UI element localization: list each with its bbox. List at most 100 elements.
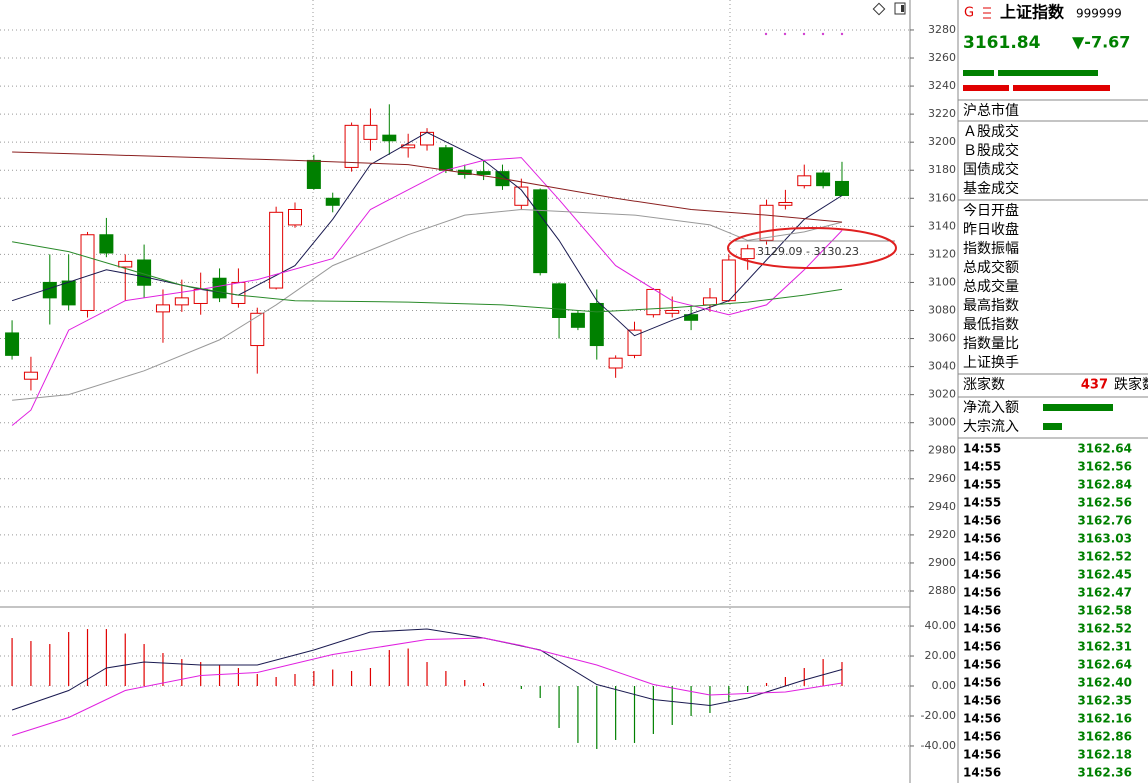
- tick-time: 14:56: [963, 748, 1001, 762]
- candle-body: [155, 304, 170, 313]
- advancers-label: 涨家数: [963, 376, 1005, 393]
- candle-body: [665, 309, 680, 314]
- tick-time: 14:56: [963, 712, 1001, 726]
- tick-time: 14:55: [963, 478, 1001, 492]
- candle-body: [344, 124, 359, 168]
- candle-body: [816, 172, 831, 187]
- turnover-label: 国债成交: [963, 161, 1019, 178]
- tick-time: 14:55: [963, 442, 1001, 456]
- y-tick-label: 2940: [928, 500, 956, 513]
- y-tick-label: 3120: [928, 247, 956, 260]
- index-stat-label: 指数量比: [963, 336, 1019, 352]
- tick-time: 14:56: [963, 604, 1001, 618]
- y-tick-label: 3100: [928, 275, 956, 288]
- index-stat-label: 总成交额: [963, 259, 1019, 276]
- candle-body: [287, 209, 302, 226]
- panel-icon-fill: [901, 5, 904, 12]
- tick-time: 14:56: [963, 730, 1001, 744]
- candle-body: [306, 159, 321, 189]
- y-tick-label: 3220: [928, 107, 956, 120]
- tick-time: 14:56: [963, 586, 1001, 600]
- side-panel: G 上证指数 999999 3161.84 ▼-7.67 沪总市值 涨家数 43…: [958, 3, 1148, 780]
- diamond-icon[interactable]: [872, 2, 886, 16]
- plots: 3280 3260 3240 3220 3200 3180 3160 3140 3120 3100…: [0, 23, 956, 752]
- candle-body: [193, 288, 208, 304]
- tick-price: 3162.56: [1077, 496, 1132, 510]
- candle-body: [363, 124, 378, 140]
- advancers: 437: [1081, 378, 1108, 393]
- tick-time: 14:56: [963, 676, 1001, 690]
- candle-body: [174, 297, 189, 306]
- y-tick-label: 3040: [928, 360, 956, 373]
- tick-price: 3162.47: [1077, 586, 1132, 600]
- average-line: [12, 241, 843, 313]
- tick-price: 3162.76: [1077, 514, 1132, 528]
- signal-dots: [764, 32, 844, 36]
- price: 3161.84: [963, 33, 1041, 53]
- tick-time: 14:56: [963, 694, 1001, 708]
- menu-icon[interactable]: [983, 7, 991, 19]
- turnover-label: 基金成交: [963, 180, 1019, 197]
- tick-price: 3162.52: [1077, 622, 1132, 636]
- average-line: [11, 637, 843, 736]
- dot: [840, 32, 844, 36]
- y-tick-label: 3280: [928, 23, 956, 36]
- highlight-ellipse: [727, 227, 897, 269]
- average-line: [11, 157, 843, 426]
- panel-icon[interactable]: [894, 2, 906, 15]
- tick-price: 3162.64: [1077, 442, 1132, 456]
- candle-body: [533, 189, 548, 274]
- dot: [802, 32, 806, 36]
- candle-body: [589, 302, 604, 347]
- strength-bar: [998, 70, 1098, 76]
- tick-time: 14:55: [963, 496, 1001, 510]
- tick-time: 14:56: [963, 640, 1001, 654]
- candle-body: [250, 312, 265, 347]
- candle-body: [137, 259, 152, 286]
- candle-body: [778, 201, 793, 206]
- y-tick-label: 3240: [928, 79, 956, 92]
- average-line: [12, 208, 843, 401]
- index-stat-label: 最高指数: [963, 297, 1019, 314]
- tick-price: 3163.03: [1077, 532, 1132, 546]
- average-line: [11, 628, 843, 711]
- tick-price: 3162.45: [1077, 568, 1132, 582]
- y-tick-label: 3180: [928, 163, 956, 176]
- dot: [764, 32, 768, 36]
- average-line: [12, 151, 843, 223]
- index-stat-label: 昨日收盘: [963, 221, 1019, 238]
- tick-price: 3162.40: [1077, 676, 1132, 690]
- candle-body: [684, 314, 699, 321]
- tick-time: 14:56: [963, 658, 1001, 672]
- candle-body: [759, 204, 774, 241]
- candle-body: [740, 248, 755, 260]
- index-stat-label: 今日开盘: [963, 202, 1019, 219]
- y-tick-label: 3080: [928, 303, 956, 316]
- turnover-label: Ｂ股成交: [963, 142, 1019, 159]
- turnover-label: Ａ股成交: [963, 123, 1019, 140]
- index-stat-label: 指数振幅: [963, 241, 1019, 257]
- tick-price: 3162.58: [1077, 604, 1132, 618]
- tick-price: 3162.16: [1077, 712, 1132, 726]
- tick-price: 3162.64: [1077, 658, 1132, 672]
- tick-time: 14:55: [963, 460, 1001, 474]
- candle-body: [269, 211, 284, 289]
- tick-time: 14:56: [963, 550, 1001, 564]
- y-tick-label: 3140: [928, 219, 956, 232]
- candle-body: [5, 332, 20, 356]
- y-tick-label: 40.00: [925, 619, 957, 632]
- candle-body: [627, 329, 642, 356]
- market-cap-label: 沪总市值: [963, 102, 1019, 119]
- tick-time: 14:56: [963, 568, 1001, 582]
- y-tick-label: 20.00: [925, 649, 957, 662]
- dot: [783, 32, 787, 36]
- candle-body: [325, 197, 340, 206]
- y-tick-label: 2980: [928, 444, 956, 457]
- toolbar-icons[interactable]: [872, 2, 906, 16]
- y-tick-label: 3060: [928, 332, 956, 345]
- tick-price: 3162.35: [1077, 694, 1132, 708]
- tick-price: 3162.36: [1077, 766, 1132, 780]
- y-tick-label: 3000: [928, 416, 956, 429]
- candle-body: [118, 260, 133, 268]
